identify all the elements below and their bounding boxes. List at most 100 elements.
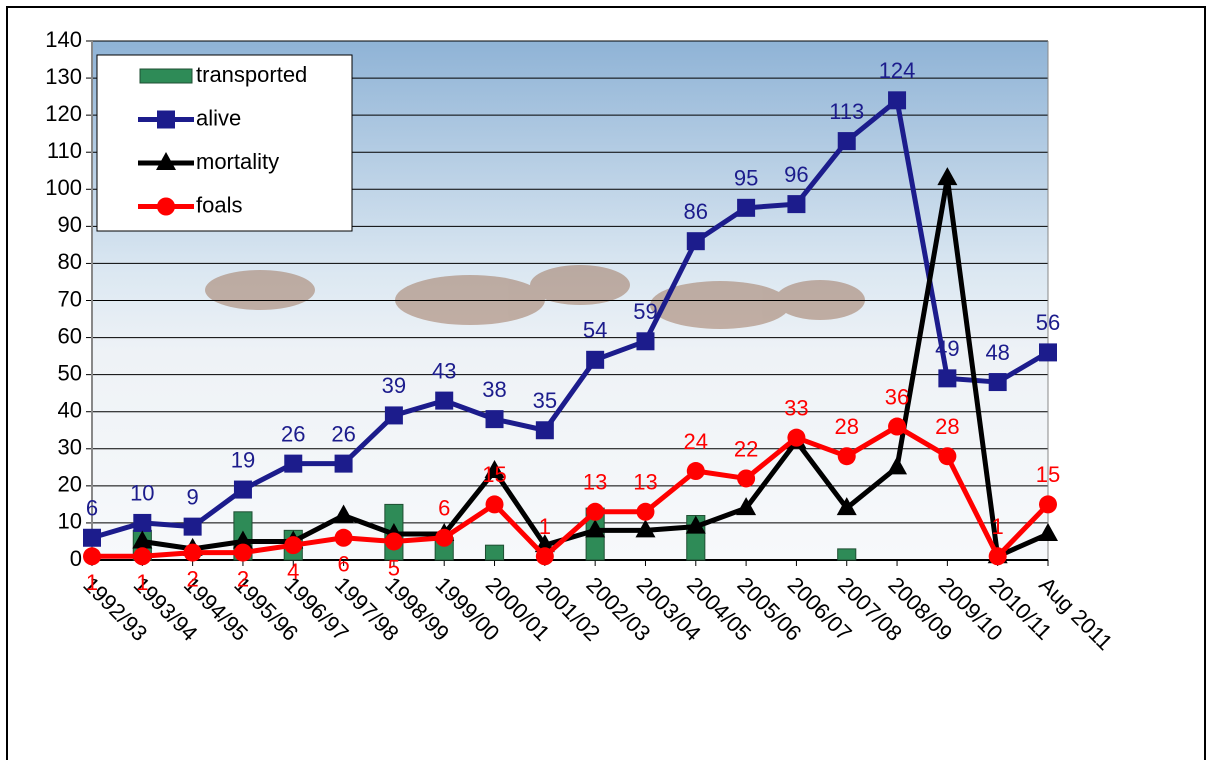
data-label: 38 (482, 377, 506, 402)
marker (586, 503, 604, 521)
data-label: 39 (382, 373, 406, 398)
y-tick-label: 90 (58, 212, 82, 237)
data-label: 2 (187, 566, 199, 591)
y-tick-label: 40 (58, 398, 82, 423)
chart: 01020304050607080901001101201301401992/9… (0, 0, 1212, 760)
marker (536, 421, 554, 439)
marker (184, 518, 202, 536)
data-label: 49 (935, 336, 959, 361)
y-tick-label: 20 (58, 472, 82, 497)
y-tick-label: 10 (58, 509, 82, 534)
data-label: 1 (539, 514, 551, 539)
y-tick-label: 120 (45, 101, 82, 126)
data-label: 6 (337, 552, 349, 577)
data-label: 15 (1036, 462, 1060, 487)
marker (335, 529, 353, 547)
data-label: 1 (136, 570, 148, 595)
marker (737, 199, 755, 217)
marker (385, 406, 403, 424)
data-label: 6 (438, 496, 450, 521)
data-label: 6 (86, 496, 98, 521)
marker (435, 392, 453, 410)
data-label: 113 (829, 99, 864, 124)
data-label: 2 (237, 566, 249, 591)
data-label: 95 (734, 166, 758, 191)
marker (184, 544, 202, 562)
marker (838, 447, 856, 465)
data-label: 9 (187, 484, 199, 509)
marker (636, 332, 654, 350)
data-label: 124 (879, 58, 916, 83)
marker (989, 373, 1007, 391)
data-label: 22 (734, 436, 758, 461)
y-tick-label: 140 (45, 27, 82, 52)
data-label: 15 (482, 462, 506, 487)
legend: transported alive mortality foals (97, 55, 352, 231)
data-label: 28 (935, 414, 959, 439)
data-label: 13 (633, 470, 657, 495)
legend-label: alive (196, 105, 241, 130)
y-tick-label: 50 (58, 360, 82, 385)
data-label: 10 (130, 481, 154, 506)
data-label: 54 (583, 318, 607, 343)
data-label: 86 (684, 199, 708, 224)
data-label: 35 (533, 388, 557, 413)
marker (435, 529, 453, 547)
bar (838, 549, 856, 560)
data-label: 33 (784, 395, 808, 420)
marker (888, 418, 906, 436)
x-tick-label: Aug 2011 (1034, 572, 1117, 655)
data-label: 56 (1036, 310, 1060, 335)
data-label: 24 (684, 429, 708, 454)
marker (586, 351, 604, 369)
data-label: 1 (992, 514, 1004, 539)
data-label: 13 (583, 470, 607, 495)
marker (687, 462, 705, 480)
y-tick-label: 60 (58, 323, 82, 348)
data-label: 28 (834, 414, 858, 439)
marker (938, 369, 956, 387)
y-tick-label: 130 (45, 64, 82, 89)
marker (486, 495, 504, 513)
marker (157, 111, 175, 129)
marker (737, 469, 755, 487)
marker (687, 232, 705, 250)
data-label: 26 (331, 421, 355, 446)
marker (636, 503, 654, 521)
marker (157, 198, 175, 216)
marker (284, 536, 302, 554)
data-label: 5 (388, 555, 400, 580)
marker (1039, 495, 1057, 513)
y-tick-label: 30 (58, 435, 82, 460)
marker (989, 547, 1007, 565)
legend-label: mortality (196, 149, 279, 174)
marker (234, 481, 252, 499)
data-label: 19 (231, 447, 255, 472)
y-tick-label: 110 (47, 138, 82, 163)
marker (234, 544, 252, 562)
data-label: 43 (432, 358, 456, 383)
marker (787, 429, 805, 447)
marker (536, 547, 554, 565)
legend-label: transported (196, 62, 307, 87)
y-tick-label: 80 (58, 249, 82, 274)
legend-label: foals (196, 192, 242, 217)
data-label: 59 (633, 299, 657, 324)
marker (83, 547, 101, 565)
data-label: 96 (784, 162, 808, 187)
data-label: 1 (86, 570, 98, 595)
marker (838, 132, 856, 150)
marker (888, 91, 906, 109)
data-label: 48 (985, 340, 1009, 365)
bar (485, 545, 503, 560)
marker (1039, 343, 1057, 361)
marker (83, 529, 101, 547)
marker (385, 532, 403, 550)
marker (486, 410, 504, 428)
y-tick-label: 70 (58, 286, 82, 311)
data-label: 4 (287, 559, 299, 584)
marker (133, 514, 151, 532)
data-label: 36 (885, 384, 909, 409)
data-label: 26 (281, 421, 305, 446)
marker (133, 547, 151, 565)
